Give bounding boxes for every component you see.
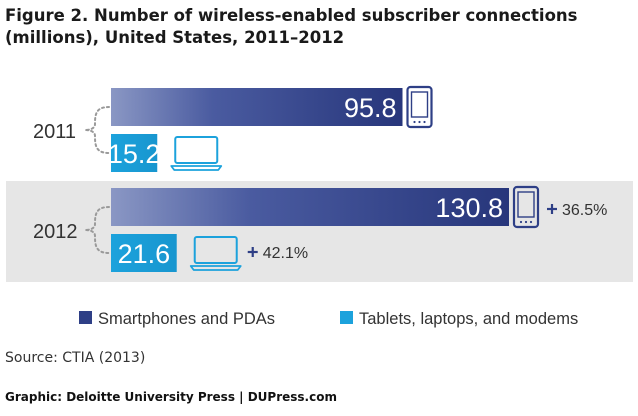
bar-tablets-2012: [111, 234, 177, 272]
data-label: 15.2: [108, 139, 161, 169]
data-label: 95.8: [344, 93, 397, 123]
growth-annotation: 36.5%: [562, 202, 607, 219]
legend-swatch-smartphones: [79, 311, 92, 324]
source-note: Source: CTIA (2013): [5, 350, 146, 366]
legend-label: Tablets, laptops, and modems: [359, 310, 578, 328]
smartphone-icon: [512, 185, 540, 229]
growth-annotation: 42.1%: [263, 245, 308, 262]
category-bracket: [84, 206, 110, 254]
chart-title: Figure 2. Number of wireless-enabled sub…: [5, 6, 578, 47]
category-label-2011: 2011: [33, 121, 76, 143]
bar-tablets-2011: [111, 134, 158, 172]
bar-smartphones-2012: [111, 188, 509, 226]
category-label-2012: 2012: [33, 221, 78, 243]
legend: Smartphones and PDAs Tablets, laptops, an…: [79, 310, 578, 328]
data-label: 130.8: [435, 193, 503, 223]
laptop-icon: [189, 236, 242, 271]
data-label: 21.6: [118, 239, 171, 269]
laptop-icon: [170, 136, 223, 171]
bar-smartphones-2011: [111, 88, 403, 126]
plus-icon: [247, 247, 258, 257]
legend-swatch-tablets: [340, 311, 353, 324]
smartphone-icon: [406, 85, 433, 129]
legend-label: Smartphones and PDAs: [98, 310, 275, 328]
plus-icon: [547, 204, 557, 214]
category-bracket: [84, 106, 110, 154]
graphic-credit: Graphic: Deloitte University Press | DUP…: [5, 390, 337, 404]
